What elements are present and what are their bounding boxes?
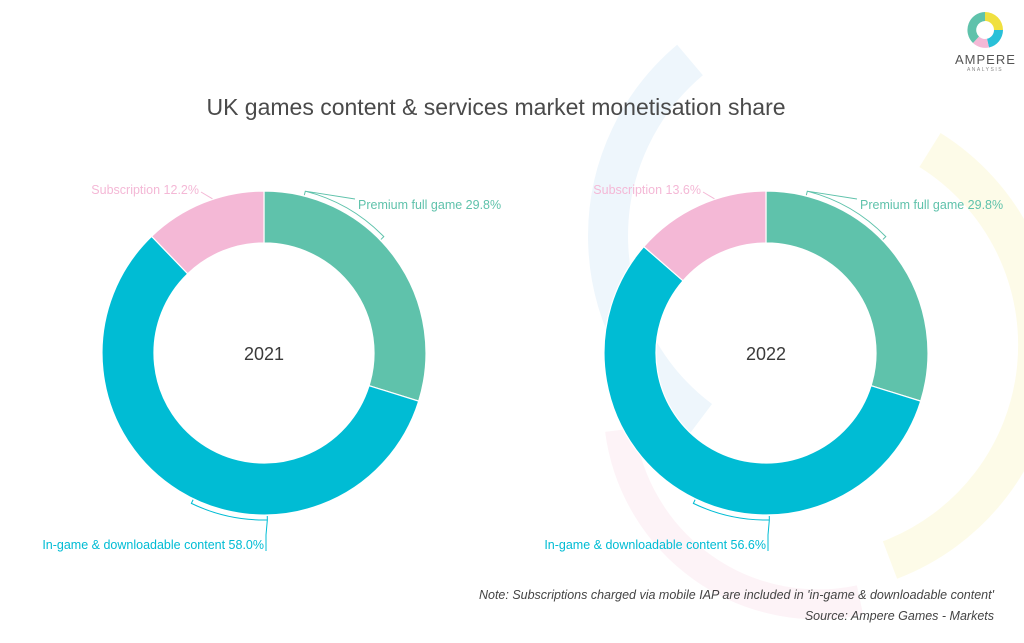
slice-subscription bbox=[642, 190, 767, 282]
leader-line bbox=[190, 499, 268, 551]
footnote: Note: Subscriptions charged via mobile I… bbox=[479, 585, 994, 627]
source-text: Source: Ampere Games - Markets bbox=[804, 609, 994, 623]
slice-label-in-game-downloadable-content: In-game & downloadable content 56.6% bbox=[544, 538, 766, 552]
slice-subscription bbox=[150, 190, 265, 275]
leader-line bbox=[692, 499, 770, 551]
watermark-arc-pink bbox=[605, 427, 864, 620]
logo-name: AMPERE bbox=[955, 52, 1016, 67]
slice-in-game-downloadable-content bbox=[603, 245, 922, 516]
note-text: Note: Subscriptions charged via mobile I… bbox=[478, 588, 994, 602]
slice-label-in-game-downloadable-content: In-game & downloadable content 58.0% bbox=[42, 538, 264, 552]
slice-label-subscription: Subscription 12.2% bbox=[91, 183, 199, 197]
center-label: 2022 bbox=[746, 344, 786, 364]
leader-line bbox=[805, 190, 887, 240]
slice-premium-full-game bbox=[263, 190, 427, 402]
slice-label-premium-full-game: Premium full game 29.8% bbox=[860, 198, 1003, 212]
leader-line bbox=[303, 190, 385, 240]
slice-label-premium-full-game: Premium full game 29.8% bbox=[358, 198, 501, 212]
slice-label-subscription: Subscription 13.6% bbox=[593, 183, 701, 197]
slice-in-game-downloadable-content bbox=[101, 235, 420, 516]
logo-subtitle: ANALYSIS bbox=[966, 67, 1004, 73]
center-label: 2021 bbox=[244, 344, 284, 364]
logo-donut-icon bbox=[967, 12, 1003, 48]
chart-title: UK games content & services market monet… bbox=[206, 94, 786, 120]
donut-2021: 2021 Premium full game 29.8% In-game & dow… bbox=[42, 183, 501, 552]
slice-premium-full-game bbox=[765, 190, 929, 402]
leader-line bbox=[702, 191, 715, 200]
ampere-logo: AMPERE ANALYSIS bbox=[955, 10, 1015, 73]
donut-2022: 2022 Premium full game 29.8% In-game & dow… bbox=[544, 183, 1003, 552]
leader-line bbox=[200, 191, 213, 200]
watermark-arc-yellow bbox=[882, 133, 1024, 579]
